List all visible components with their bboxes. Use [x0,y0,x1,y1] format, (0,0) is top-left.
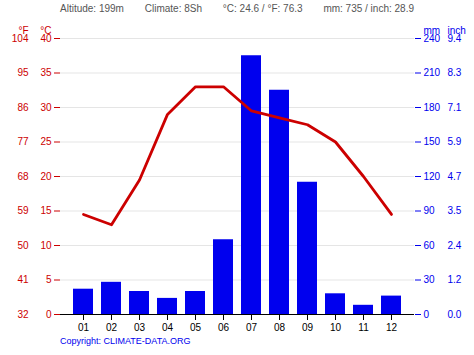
html-text:°C: 24.6 / °F: 76.3: °C: 24.6 / °F: 76.3 [222,3,303,14]
svg-text:8.3: 8.3 [448,67,462,78]
svg-text:5: 5 [46,274,52,285]
svg-text:40: 40 [40,32,52,44]
svg-text:35: 35 [40,67,52,78]
svg-text:20: 20 [40,171,52,182]
svg-text:68: 68 [17,171,29,182]
svg-text:10: 10 [40,240,52,251]
svg-text:mm: mm [424,25,441,36]
svg-text:0.0: 0.0 [448,309,462,320]
svg-text:59: 59 [17,205,29,216]
svg-text:150: 150 [424,136,441,147]
svg-text:°C: °C [40,25,51,36]
svg-text:210: 210 [424,67,441,78]
svg-text:°F: °F [18,25,28,36]
svg-text:180: 180 [424,102,441,113]
svg-text:41: 41 [17,274,29,285]
svg-text:86: 86 [17,102,29,113]
html-text:Altitude: 199m: Altitude: 199m [60,3,124,14]
svg-text:04: 04 [162,322,174,333]
html-text:mm: 735 / inch: 28.9: mm: 735 / inch: 28.9 [323,3,414,14]
svg-text:32: 32 [17,309,29,320]
svg-text:06: 06 [218,322,230,333]
svg-text:03: 03 [134,322,146,333]
svg-text:30: 30 [40,102,52,113]
html-text:Climate: 8Sh: Climate: 8Sh [144,3,202,14]
svg-text:2.4: 2.4 [448,240,462,251]
svg-text:25: 25 [40,136,52,147]
svg-text:5.9: 5.9 [448,136,462,147]
svg-text:11: 11 [358,322,369,333]
svg-text:07: 07 [246,322,258,333]
svg-text:95: 95 [17,67,29,78]
svg-text:1.2: 1.2 [448,274,462,285]
html-text:Copyright: CLIMATE-DATA.ORG: Copyright: CLIMATE-DATA.ORG [60,336,191,346]
svg-text:3.5: 3.5 [448,205,462,216]
svg-text:0: 0 [424,309,430,320]
svg-text:01: 01 [78,322,90,333]
svg-text:05: 05 [190,322,202,333]
svg-text:60: 60 [424,240,436,251]
svg-text:12: 12 [386,322,398,333]
svg-text:0: 0 [46,309,52,320]
svg-text:15: 15 [40,205,52,216]
svg-text:9.4: 9.4 [447,32,462,44]
svg-text:90: 90 [424,205,436,216]
svg-text:77: 77 [17,136,29,147]
svg-text:120: 120 [424,171,441,182]
svg-text:7.1: 7.1 [448,102,462,113]
svg-text:09: 09 [302,322,314,333]
svg-text:4.7: 4.7 [448,171,462,182]
svg-text:104: 104 [11,32,29,44]
svg-text:50: 50 [17,240,29,251]
svg-text:10: 10 [330,322,342,333]
svg-text:30: 30 [424,274,436,285]
svg-text:240: 240 [423,32,441,44]
svg-text:02: 02 [106,322,118,333]
svg-text:inch: inch [448,25,466,36]
svg-text:08: 08 [274,322,286,333]
